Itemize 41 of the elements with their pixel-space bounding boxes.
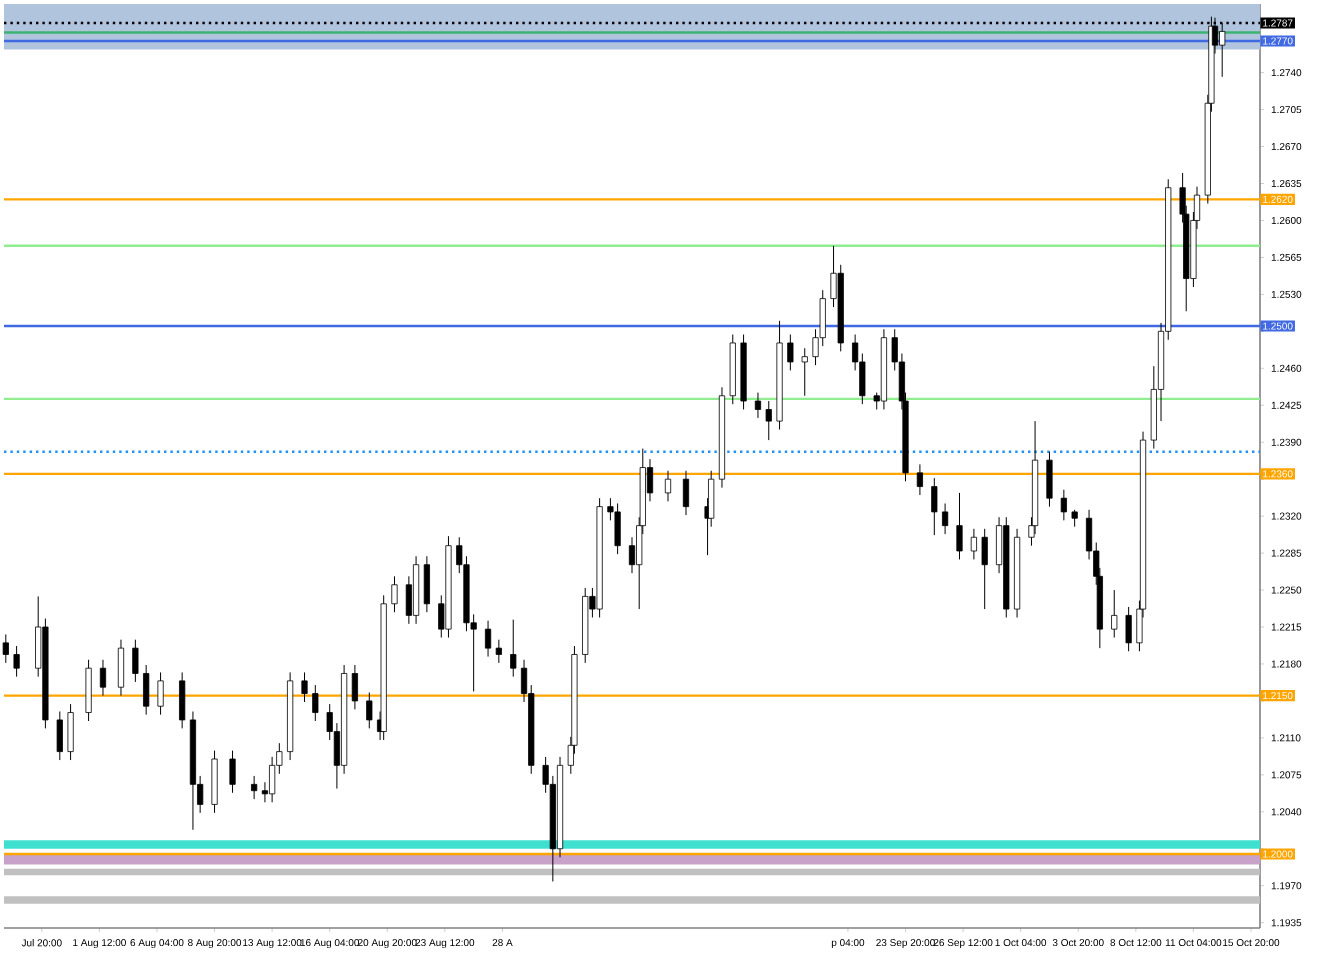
candlestick: [366, 691, 373, 729]
candlestick: [614, 502, 621, 555]
candlestick: [916, 463, 924, 496]
candlestick: [67, 703, 74, 761]
candlestick: [211, 750, 218, 814]
candlestick: [391, 575, 398, 613]
candlestick: [301, 671, 308, 703]
candlestick: [117, 639, 125, 697]
candlestick: [423, 555, 430, 613]
candlestick: [510, 619, 517, 678]
candlestick: [351, 664, 358, 710]
candlestick: [13, 645, 20, 678]
candlestick: [664, 470, 672, 502]
candlestick: [1060, 489, 1067, 521]
candlestick: [484, 620, 492, 658]
candlestick: [312, 684, 319, 722]
candlestick: [251, 775, 258, 800]
candlestick: [143, 664, 150, 716]
candlestick: [956, 492, 963, 560]
candlestick: [765, 400, 772, 441]
candlestick: [981, 528, 988, 610]
candlestick: [85, 659, 92, 722]
candlestick: [179, 671, 186, 729]
candlestick: [1111, 589, 1118, 639]
candlestick: [132, 639, 139, 683]
candlestick: [269, 756, 276, 803]
candlestick: [754, 392, 762, 419]
candlestick: [495, 639, 502, 664]
candlestick: [56, 711, 63, 761]
candlestick: [1046, 451, 1053, 508]
candlestick: [157, 671, 164, 716]
candlestick: [931, 477, 938, 536]
candlestick: [2, 633, 9, 664]
candlestick: [682, 470, 690, 516]
candlestick: [99, 659, 107, 697]
candlestick: [970, 528, 977, 560]
candlestick: [942, 502, 949, 535]
candlestick: [1125, 606, 1132, 652]
candlestick: [787, 334, 794, 371]
candlestick: [229, 750, 236, 794]
candlestick: [801, 347, 808, 397]
